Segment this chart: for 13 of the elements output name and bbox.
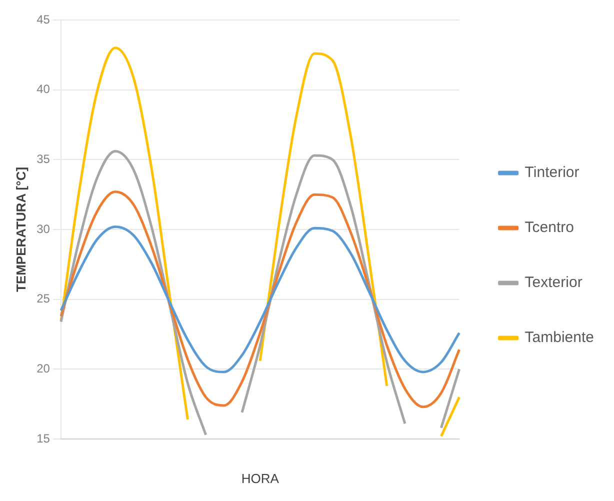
y-tick-label: 30 bbox=[36, 222, 50, 236]
legend-label: Texterior bbox=[524, 274, 582, 292]
y-tick-label: 15 bbox=[36, 431, 50, 446]
x-axis-title: HORA bbox=[241, 470, 280, 486]
legend-label: Tambiente bbox=[524, 329, 594, 346]
y-tick-label: 20 bbox=[36, 361, 50, 376]
y-tick-label: 25 bbox=[36, 292, 50, 306]
legend-label: Tinterior bbox=[524, 164, 580, 182]
y-tick-label: 40 bbox=[36, 82, 50, 96]
y-tick-label: 45 bbox=[36, 12, 50, 26]
legend-label: Tcentro bbox=[524, 219, 574, 236]
y-axis-title: TEMPERATURA [°C] bbox=[13, 166, 28, 292]
y-tick-label: 35 bbox=[36, 152, 50, 166]
